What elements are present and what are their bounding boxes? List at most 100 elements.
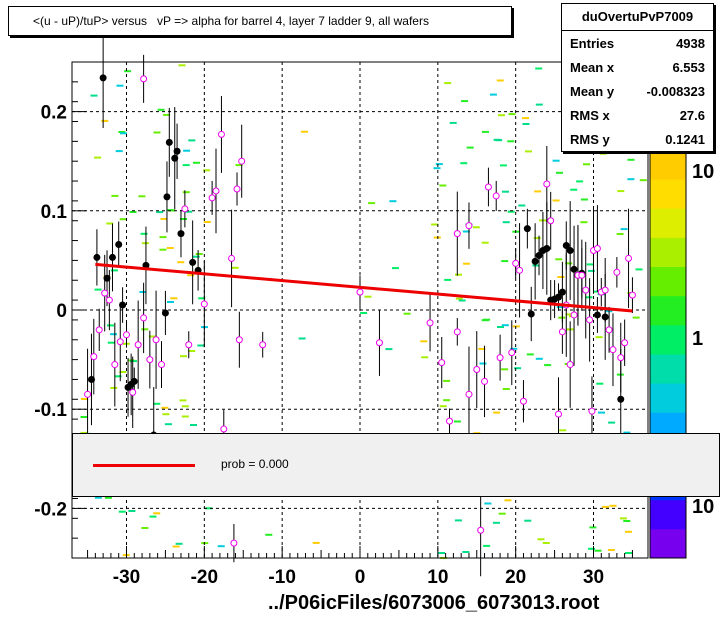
histogram-bin [80,416,88,418]
fit-line-group [95,262,633,313]
colorbar-label: 1 [692,328,703,350]
colorbar-segment [650,499,686,530]
histogram-bin [124,70,132,73]
histogram-bin [524,519,532,522]
histogram-bin [107,341,115,344]
x-tick-label: 20 [505,567,526,588]
data-point [473,366,481,374]
data-point [605,326,613,334]
histogram-bin [455,297,463,300]
data-point [87,375,95,383]
data-point [492,192,500,200]
histogram-bin [537,538,545,541]
histogram-bin [159,236,167,239]
histogram-bin [217,545,225,548]
histogram-bin [443,399,451,402]
histogram-bin [586,263,594,266]
histogram-bin [507,210,515,213]
histogram-bin [433,236,441,239]
y-tick-label: 0.2 [41,103,67,124]
data-point [617,354,625,362]
histogram-bin [159,248,167,251]
colorbar-segment [650,150,686,180]
y-tick-label: -0.2 [34,499,67,520]
data-point [115,241,123,249]
histogram-bin [510,347,518,350]
stats-row-mean-x: Mean x 6.553 [562,55,713,79]
x-tick-label: -20 [191,567,218,588]
data-point [130,377,138,385]
histogram-bin [620,228,628,231]
histogram-bin [439,184,447,187]
data-point [163,193,171,201]
histogram-bin [389,200,397,203]
histogram-bin [166,247,174,249]
histogram-bin [115,150,123,153]
histogram-bin [94,156,102,159]
chart-title: <(u - uP)/tuP> versus vP => alpha for ba… [8,6,512,36]
histogram-bin [203,221,211,223]
data-point [562,242,570,250]
data-point [625,254,633,262]
colorbar-segment [650,208,686,238]
histogram-bin [565,313,573,316]
data-point [601,313,609,321]
histogram-bin [161,406,169,409]
data-point [609,346,617,354]
y-tick-label: 0.1 [41,202,68,223]
histogram-bin [128,510,136,512]
histogram-bin [164,423,172,426]
histogram-bin [172,545,180,548]
histogram-bin [185,210,193,213]
data-point [375,339,383,347]
stats-row-mean-y: Mean y -0.008323 [562,79,713,103]
data-point [200,300,208,308]
histogram-bin [197,344,205,347]
data-point [173,147,181,155]
histogram-bin [385,348,393,351]
histogram-bin [478,347,486,350]
histogram-bin [518,204,526,207]
data-point [570,311,578,319]
histogram-bin [535,103,543,106]
histogram-bin [532,264,540,267]
histogram-bin [368,202,376,205]
histogram-bin [182,164,190,167]
stats-key: Mean x [570,60,615,75]
data-point [356,288,364,296]
histogram-bin [431,223,439,226]
colorbar-label: 10 [692,496,714,518]
stats-key: RMS y [570,132,610,147]
stats-value: 0.1241 [665,132,705,147]
histogram-bin [583,163,590,166]
histogram-bin [602,505,610,508]
data-point [122,331,130,339]
data-point [134,341,142,349]
histogram-bin [483,318,491,321]
histogram-bin [298,337,306,340]
histogram-bin [421,356,429,359]
colorbar-segment [650,324,686,355]
stats-key: RMS x [570,108,610,123]
histogram-bin [514,367,522,370]
histogram-bin [364,295,372,298]
histogram-bin [623,520,631,522]
histogram-bin [639,179,647,182]
colorbar-segment [650,528,686,559]
histogram-bin [111,194,119,197]
histogram-bin [501,260,509,263]
histogram-bin [360,312,368,314]
histogram-bin [608,421,616,424]
histogram-bin [153,402,161,405]
data-point [238,157,246,165]
histogram-bin [205,507,213,510]
data-point [593,244,601,252]
histogram-bin [148,335,156,338]
data-point [566,246,574,254]
histogram-bin [116,84,124,87]
histogram-bin [489,93,497,96]
histogram-bin [616,233,624,235]
histogram-bin [462,230,470,233]
data-point [90,353,98,361]
histogram-bin [576,180,584,183]
